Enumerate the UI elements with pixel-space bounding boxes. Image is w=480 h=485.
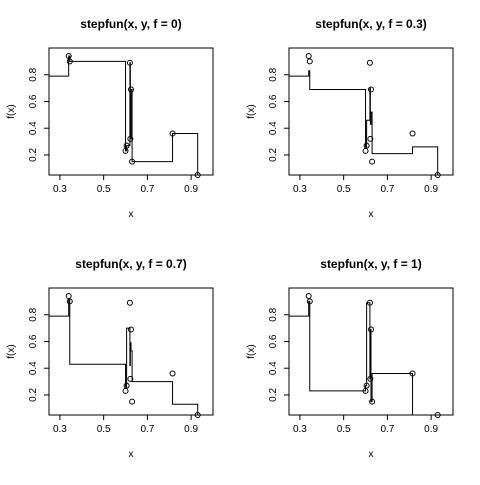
x-tick-label: 0.7 <box>140 184 154 195</box>
panel-3: stepfun(x, y, f = 0.7) 0.3 0.5 0.7 0.9 0.2 0.4… <box>6 257 214 460</box>
panel-2: stepfun(x, y, f = 0.3) 0.3 0.5 0.7 0.9 0.2 0.4… <box>246 17 454 220</box>
y-tick-label: 0.2 <box>28 388 39 402</box>
y-axis-label: f(x) <box>246 344 257 358</box>
y-tick-label: 0.8 <box>268 67 279 81</box>
y-tick-label: 0.6 <box>28 334 39 348</box>
x-tick-label: 0.3 <box>293 424 307 435</box>
x-tick-label: 0.9 <box>424 184 438 195</box>
y-axis-label: f(x) <box>246 104 257 118</box>
data-point <box>122 147 129 154</box>
data-point <box>194 412 201 418</box>
x-axis-label: x <box>129 449 134 460</box>
data-point <box>128 86 134 93</box>
panel-4: stepfun(x, y, f = 1) 0.3 0.5 0.7 0.9 0.2 0.4 0.… <box>246 257 454 460</box>
data-point <box>127 135 134 142</box>
data-point <box>306 298 313 305</box>
data-point <box>65 293 72 300</box>
y-tick-label: 0.4 <box>268 361 279 375</box>
x-tick-label: 0.7 <box>380 184 394 195</box>
data-point <box>129 158 136 165</box>
y-tick-label: 0.6 <box>268 94 279 108</box>
y-axis-label: f(x) <box>6 344 17 358</box>
data-point <box>363 142 370 149</box>
data-point <box>363 382 370 389</box>
data-point <box>305 293 312 300</box>
chart-title: stepfun(x, y, f = 0.7) <box>75 257 186 271</box>
x-tick-label: 0.9 <box>184 424 198 435</box>
y-tick-label: 0.4 <box>268 121 279 135</box>
y-tick-label: 0.8 <box>268 307 279 321</box>
data-point <box>362 387 369 394</box>
data-point <box>366 59 373 66</box>
plot-frame <box>288 287 454 416</box>
data-point <box>123 142 130 149</box>
data-point <box>368 86 374 93</box>
data-point <box>66 58 73 65</box>
y-tick-label: 0.4 <box>28 361 39 375</box>
y-tick-label: 0.2 <box>268 148 279 162</box>
y-tick-label: 0.6 <box>28 94 39 108</box>
step-line <box>289 300 453 416</box>
chart-title: stepfun(x, y, f = 0) <box>80 17 181 31</box>
plot-frame <box>288 47 454 176</box>
data-point <box>126 299 133 306</box>
data-point <box>306 58 313 65</box>
x-tick-label: 0.7 <box>380 424 394 435</box>
data-point <box>305 53 312 60</box>
y-tick-label: 0.2 <box>268 388 279 402</box>
data-point <box>122 387 129 394</box>
data-point <box>409 370 416 377</box>
data-point <box>369 158 376 165</box>
x-tick-label: 0.5 <box>97 424 111 435</box>
data-point <box>409 130 416 137</box>
data-point <box>126 59 133 66</box>
chart-title: stepfun(x, y, f = 1) <box>320 257 421 271</box>
data-point <box>127 375 134 382</box>
data-point <box>362 147 369 154</box>
data-point <box>434 172 441 178</box>
x-axis-label: x <box>129 209 134 220</box>
data-point <box>65 53 72 60</box>
data-point <box>128 326 134 333</box>
data-point <box>169 130 176 137</box>
x-tick-label: 0.9 <box>184 184 198 195</box>
y-tick-label: 0.8 <box>28 307 39 321</box>
x-tick-label: 0.5 <box>97 184 111 195</box>
x-axis-label: x <box>369 209 374 220</box>
step-line <box>49 55 213 176</box>
x-tick-label: 0.3 <box>53 184 67 195</box>
plot-frame <box>48 47 214 176</box>
data-point <box>129 398 136 405</box>
y-tick-label: 0.2 <box>28 148 39 162</box>
data-point <box>367 375 374 382</box>
step-line <box>49 299 213 416</box>
step-line <box>289 70 453 176</box>
x-tick-label: 0.7 <box>140 424 154 435</box>
data-point <box>66 298 73 305</box>
chart-title: stepfun(x, y, f = 0.3) <box>315 17 426 31</box>
x-tick-label: 0.9 <box>424 424 438 435</box>
y-tick-label: 0.6 <box>268 334 279 348</box>
x-tick-label: 0.5 <box>337 424 351 435</box>
data-point <box>367 135 374 142</box>
data-point <box>123 382 130 389</box>
data-point <box>434 412 441 418</box>
data-point <box>366 299 373 306</box>
data-point <box>368 326 374 333</box>
x-tick-label: 0.3 <box>53 424 67 435</box>
data-point <box>169 370 176 377</box>
data-point <box>194 172 201 178</box>
y-tick-label: 0.4 <box>28 121 39 135</box>
x-tick-label: 0.5 <box>337 184 351 195</box>
plot-frame <box>48 287 214 416</box>
panel-1: stepfun(x, y, f = 0) 0.3 0.5 0.7 0.9 0.2 0.4 0.… <box>6 17 214 220</box>
x-axis-label: x <box>369 449 374 460</box>
data-point <box>369 398 376 405</box>
x-tick-label: 0.3 <box>293 184 307 195</box>
y-axis-label: f(x) <box>6 104 17 118</box>
y-tick-label: 0.8 <box>28 67 39 81</box>
